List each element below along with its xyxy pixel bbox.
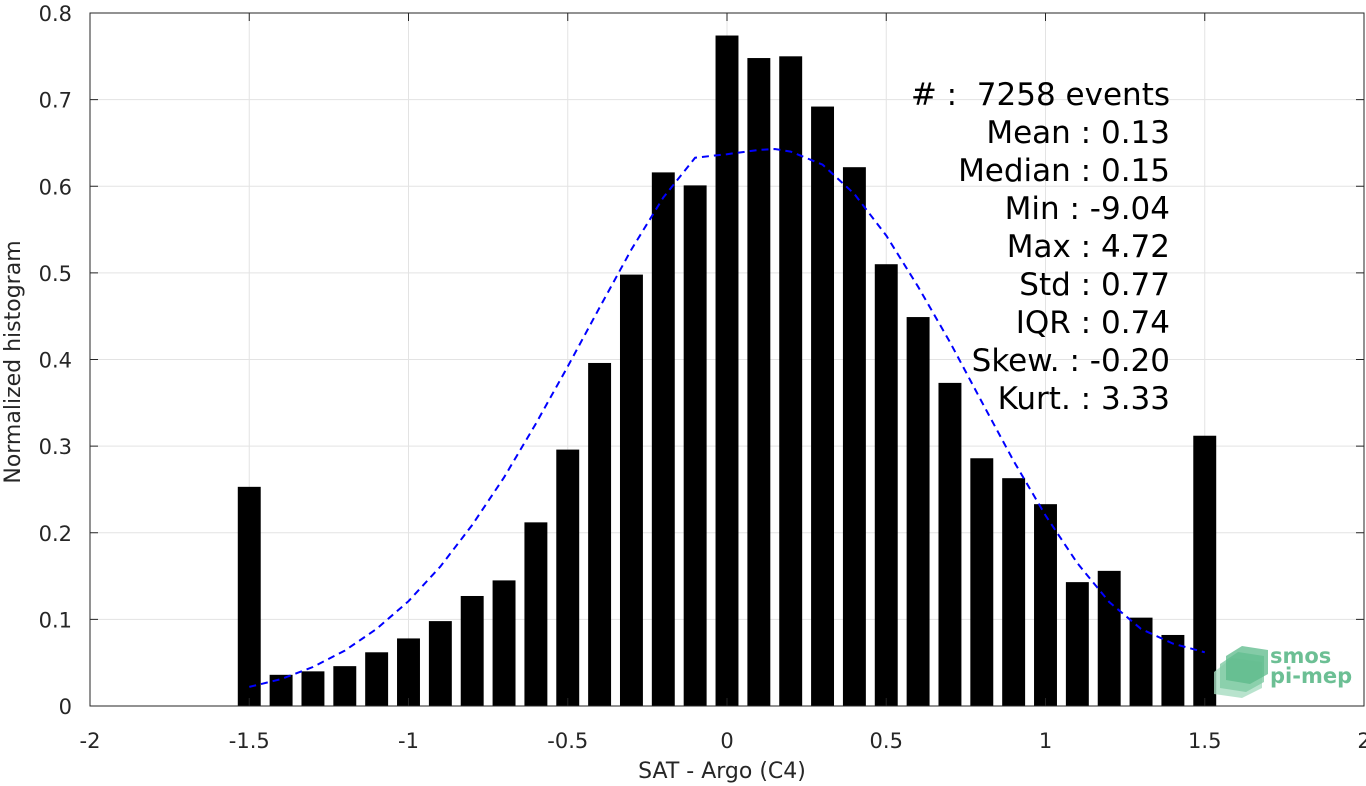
- x-tick-label: -0.5: [547, 729, 588, 753]
- y-tick-label: 0.4: [39, 349, 72, 373]
- histogram-bar: [906, 317, 930, 706]
- histogram-bar: [492, 580, 516, 706]
- logo-text: smos pi-mep: [1270, 644, 1353, 688]
- histogram-bar: [588, 362, 612, 706]
- x-tick-label: 0.5: [870, 729, 903, 753]
- histogram-bar: [874, 264, 898, 706]
- histogram-bars: [237, 35, 1217, 707]
- logo-line-2: pi-mep: [1270, 664, 1353, 688]
- smos-pimep-logo: [1214, 646, 1268, 698]
- histogram-bar: [1034, 504, 1057, 706]
- logo-line-1: smos: [1270, 644, 1332, 668]
- histogram-bar: [715, 35, 739, 706]
- histogram-bar: [301, 671, 325, 706]
- histogram-bar: [428, 621, 452, 706]
- histogram-bar: [842, 167, 866, 706]
- histogram-bar: [651, 172, 675, 706]
- y-axis-label: Normalized histogram: [1, 240, 26, 483]
- y-tick-label: 0.5: [39, 262, 72, 286]
- x-tick-label: 1.5: [1188, 729, 1221, 753]
- x-tick-label: 1: [1039, 729, 1052, 753]
- histogram-bar: [779, 56, 803, 706]
- y-tick-label: 0.7: [39, 89, 72, 113]
- histogram-bar: [460, 595, 484, 706]
- histogram-bar: [619, 274, 643, 706]
- histogram-bar: [747, 58, 771, 707]
- histogram-bar: [811, 106, 835, 707]
- x-tick-label: -1.5: [229, 729, 270, 753]
- histogram-bar: [269, 674, 293, 706]
- histogram-bar: [1097, 570, 1121, 706]
- histogram-bar: [938, 382, 962, 706]
- histogram-bar: [556, 449, 580, 706]
- x-tick-label: 2: [1357, 729, 1366, 753]
- histogram-bar: [683, 185, 707, 707]
- x-tick-label: 0: [720, 729, 733, 753]
- histogram-bar: [333, 666, 357, 706]
- y-tick-label: 0.6: [39, 175, 72, 199]
- histogram-bar: [970, 458, 994, 706]
- x-tick-label: -1: [398, 729, 419, 753]
- histogram-bar: [237, 486, 261, 706]
- y-tick-label: 0.2: [39, 522, 72, 546]
- histogram-bar: [524, 522, 548, 706]
- histogram-bar: [1193, 435, 1217, 706]
- y-axis-ticks: 0 0.1 0.2 0.3 0.4 0.5 0.6 0.7 0.8: [39, 2, 1364, 719]
- histogram-bar: [365, 652, 389, 706]
- y-tick-label: 0.3: [39, 435, 72, 459]
- y-tick-label: 0: [59, 695, 72, 719]
- x-axis-label: SAT - Argo (C4): [638, 759, 806, 784]
- x-tick-label: -2: [80, 729, 101, 753]
- histogram-bar: [1065, 582, 1089, 706]
- x-axis-ticks: -2 -1.5 -1 -0.5 0 0.5 1 1.5 2: [80, 13, 1366, 753]
- histogram-bar: [1129, 617, 1153, 706]
- histogram-bar: [397, 638, 420, 706]
- histogram-bar: [1161, 634, 1185, 706]
- normal-fit-curve: [249, 147, 1206, 688]
- y-tick-label: 0.1: [39, 608, 72, 632]
- histogram-bar: [1002, 478, 1026, 706]
- y-tick-label: 0.8: [39, 2, 72, 26]
